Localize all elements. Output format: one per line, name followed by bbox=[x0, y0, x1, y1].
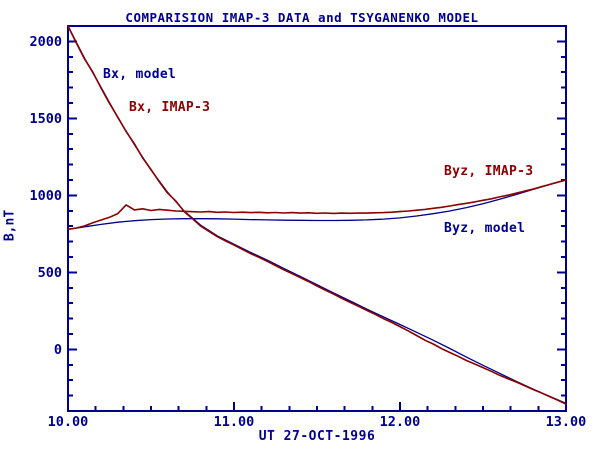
svg-text:12.00: 12.00 bbox=[380, 414, 421, 430]
series-label-bx-model: Bx, model bbox=[103, 67, 177, 82]
series-label-byz-imap3: Byz, IMAP-3 bbox=[444, 164, 534, 179]
svg-text:10.00: 10.00 bbox=[48, 414, 89, 430]
svg-text:11.00: 11.00 bbox=[214, 414, 255, 430]
y-axis-title: B,nT bbox=[2, 209, 18, 242]
svg-text:13.00: 13.00 bbox=[546, 414, 587, 430]
svg-text:0: 0 bbox=[54, 342, 62, 358]
series-label-byz-model: Byz, model bbox=[444, 221, 526, 236]
x-axis-title: UT 27-OCT-1996 bbox=[258, 429, 376, 444]
svg-text:1000: 1000 bbox=[29, 188, 62, 204]
chart-title: COMPARISION IMAP-3 DATA and TSYGANENKO M… bbox=[125, 10, 479, 25]
svg-text:1500: 1500 bbox=[29, 111, 62, 127]
svg-text:500: 500 bbox=[38, 265, 62, 281]
series-label-bx-imap3: Bx, IMAP-3 bbox=[129, 100, 211, 115]
svg-text:2000: 2000 bbox=[29, 34, 62, 50]
